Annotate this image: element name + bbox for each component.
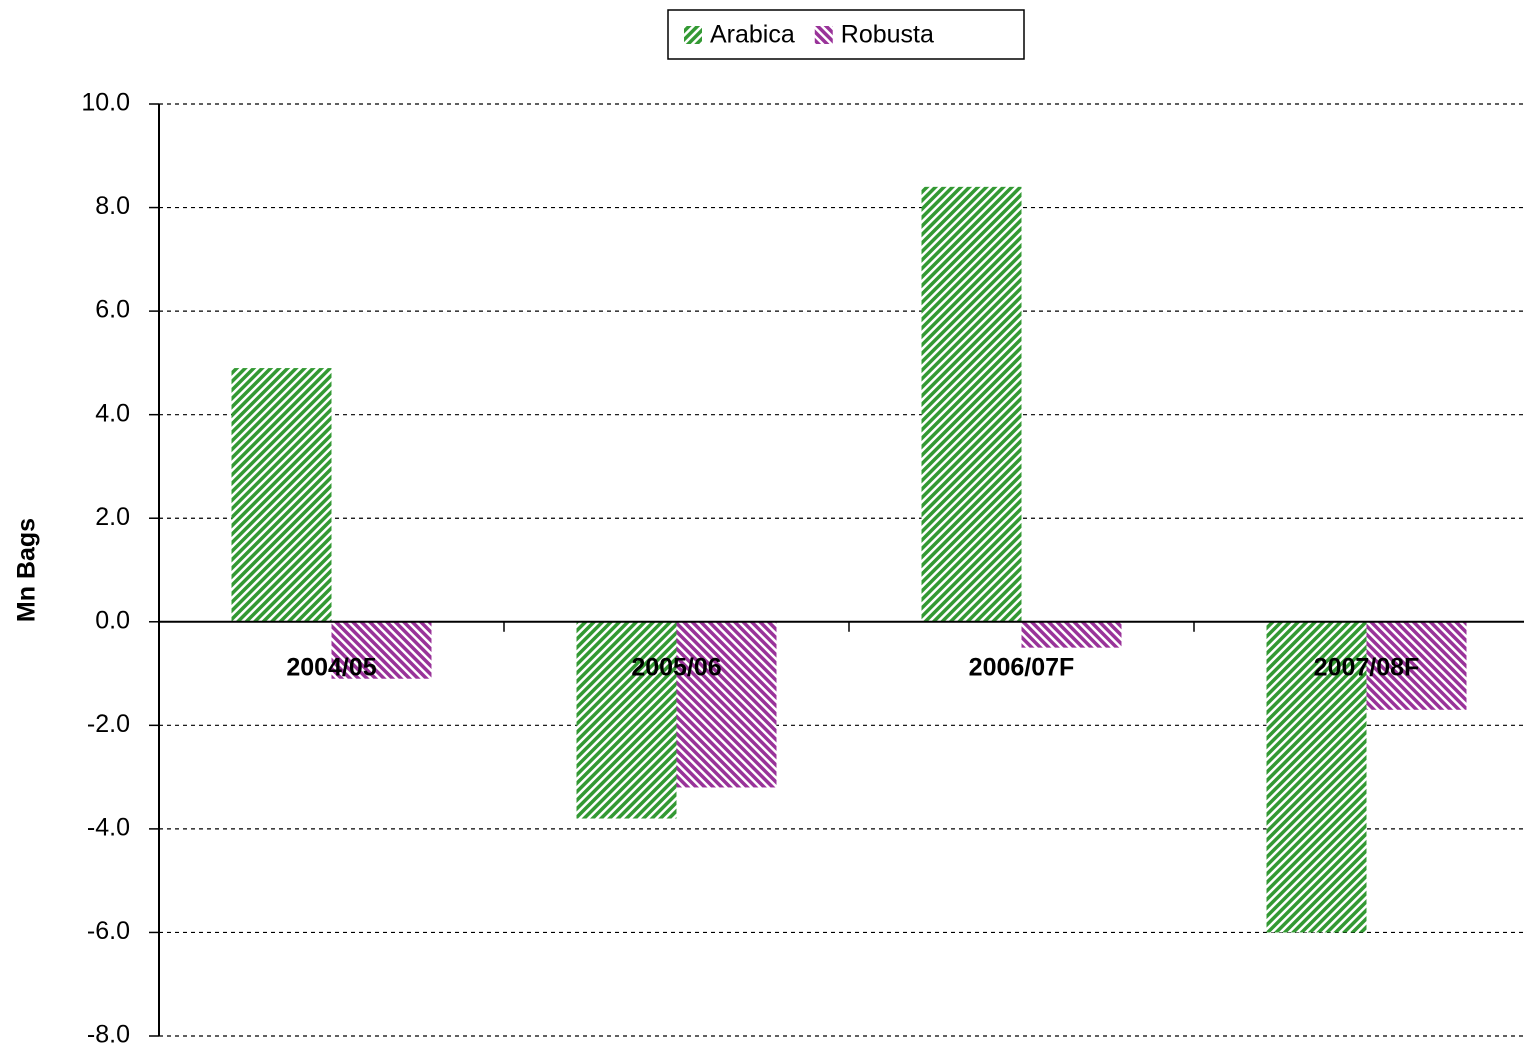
legend-label: Robusta	[841, 21, 934, 49]
y-tick-label: 10.0	[81, 89, 130, 117]
bar	[921, 186, 1022, 622]
bar	[676, 621, 777, 788]
y-tick-label: 2.0	[95, 503, 130, 531]
x-tick-label: 2005/06	[631, 653, 721, 681]
y-tick-label: -6.0	[87, 917, 130, 945]
bar	[576, 621, 677, 819]
x-tick-label: 2006/07F	[969, 653, 1075, 681]
bar	[1266, 621, 1367, 933]
legend: Arabica Robusta	[667, 9, 1025, 60]
legend-swatch	[814, 26, 833, 44]
y-tick-label: 8.0	[95, 192, 130, 220]
bar	[331, 621, 432, 679]
y-tick-label: 0.0	[95, 606, 130, 634]
y-tick-label: 4.0	[95, 399, 130, 427]
bar	[231, 368, 332, 622]
x-tick-label: 2007/08F	[1314, 653, 1420, 681]
y-tick-label: -8.0	[87, 1021, 130, 1049]
y-axis-label: Mn Bags	[13, 518, 41, 622]
y-tick-label: -4.0	[87, 813, 130, 841]
legend-label: Arabica	[710, 21, 795, 49]
y-tick-label: -2.0	[87, 710, 130, 738]
x-tick-label: 2004/05	[286, 653, 376, 681]
legend-box	[667, 9, 1025, 60]
bar	[1366, 621, 1467, 710]
bar	[1021, 621, 1122, 648]
y-tick-label: 6.0	[95, 296, 130, 324]
legend-swatch	[684, 26, 702, 44]
